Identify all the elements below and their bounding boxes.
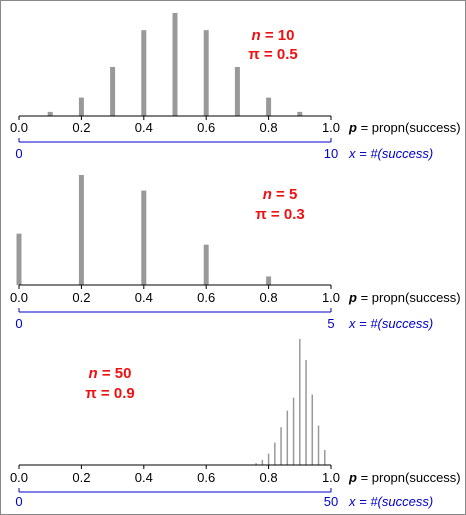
panel-1-prop-tick-label: 0.2 xyxy=(72,120,90,135)
panel-2-bar xyxy=(203,244,209,285)
panel-3-bar xyxy=(311,394,314,465)
panel-1-prop-tick-label: 0.0 xyxy=(10,120,28,135)
panel-3-prop-tick-label: 0.8 xyxy=(260,470,278,485)
panel-2-prop-tick-label: 0.2 xyxy=(72,290,90,305)
panel-3-prop-tick-label: 0.2 xyxy=(72,470,90,485)
panel-1-prop-axis-title: p = propn(success) xyxy=(348,120,461,135)
panel-3-count-tick-label: 50 xyxy=(324,494,338,509)
panel-1-bar xyxy=(266,97,272,116)
panel-1-bar xyxy=(203,30,209,116)
panel-2-bar xyxy=(16,233,22,285)
panel-3-bar xyxy=(286,410,289,465)
panel-3-bar xyxy=(267,453,270,465)
panel-1-bar xyxy=(172,13,178,116)
panel-3-bar xyxy=(317,425,320,465)
panel-1-prop-tick-label: 1.0 xyxy=(322,120,340,135)
panel-3-bar xyxy=(299,339,301,465)
panel-2-count-tick-label: 5 xyxy=(327,316,334,331)
panel-2-param-pi: π = 0.3 xyxy=(255,206,304,223)
panel-1-bar xyxy=(141,30,147,116)
panel-2-prop-tick-label: 0.6 xyxy=(197,290,215,305)
panel-3-bar xyxy=(255,463,257,465)
panel-2-bar xyxy=(141,190,147,285)
panel-3-prop-tick-label: 1.0 xyxy=(322,470,340,485)
panel-2-prop-tick-label: 0.8 xyxy=(260,290,278,305)
panel-2-param-n: n = 5 xyxy=(263,186,298,203)
panel-1-count-tick-label: 10 xyxy=(324,146,338,161)
panel-2-prop-tick-label: 0.4 xyxy=(135,290,153,305)
panel-3-bar xyxy=(305,359,307,465)
panel-2-bar xyxy=(78,175,84,285)
panel-3-param-n: n = 50 xyxy=(89,365,132,382)
panel-1-bar xyxy=(234,66,240,116)
panel-2-prop-tick-label: 0.0 xyxy=(10,290,28,305)
panel-1-prop-tick-label: 0.8 xyxy=(260,120,278,135)
panel-2-count-tick-label: 0 xyxy=(15,316,22,331)
panel-1-param-pi: π = 0.5 xyxy=(248,46,297,63)
panel-1-prop-tick-label: 0.4 xyxy=(135,120,153,135)
panel-3-bar xyxy=(280,427,282,465)
panel-3-bar xyxy=(324,450,326,465)
panel-1-bar xyxy=(47,111,53,116)
panel-3-count-axis-title: x = #(success) xyxy=(348,494,433,509)
panel-3-bar xyxy=(274,442,276,465)
panel-3-bar xyxy=(292,397,295,465)
panel-3-prop-tick-label: 0.0 xyxy=(10,470,28,485)
panel-2-prop-tick-label: 1.0 xyxy=(322,290,340,305)
panel-1-param-n: n = 10 xyxy=(252,27,295,44)
panel-3-param-pi: π = 0.9 xyxy=(85,385,134,402)
panel-3-prop-tick-label: 0.6 xyxy=(197,470,215,485)
panel-1-count-tick-label: 0 xyxy=(15,146,22,161)
panel-1-count-axis-title: x = #(success) xyxy=(348,146,433,161)
panel-1-bar xyxy=(110,66,116,116)
panel-3-bar xyxy=(261,460,264,465)
panel-3-prop-axis-title: p = propn(success) xyxy=(348,470,461,485)
panel-2-bar xyxy=(266,276,272,285)
panel-1-bar xyxy=(297,111,303,116)
panel-2-prop-axis-title: p = propn(success) xyxy=(348,290,461,305)
panel-2-count-axis-title: x = #(success) xyxy=(348,316,433,331)
panel-3-count-tick-label: 0 xyxy=(15,494,22,509)
panel-1-bar xyxy=(78,97,84,116)
panel-3-prop-tick-label: 0.4 xyxy=(135,470,153,485)
panel-1-prop-tick-label: 0.6 xyxy=(197,120,215,135)
